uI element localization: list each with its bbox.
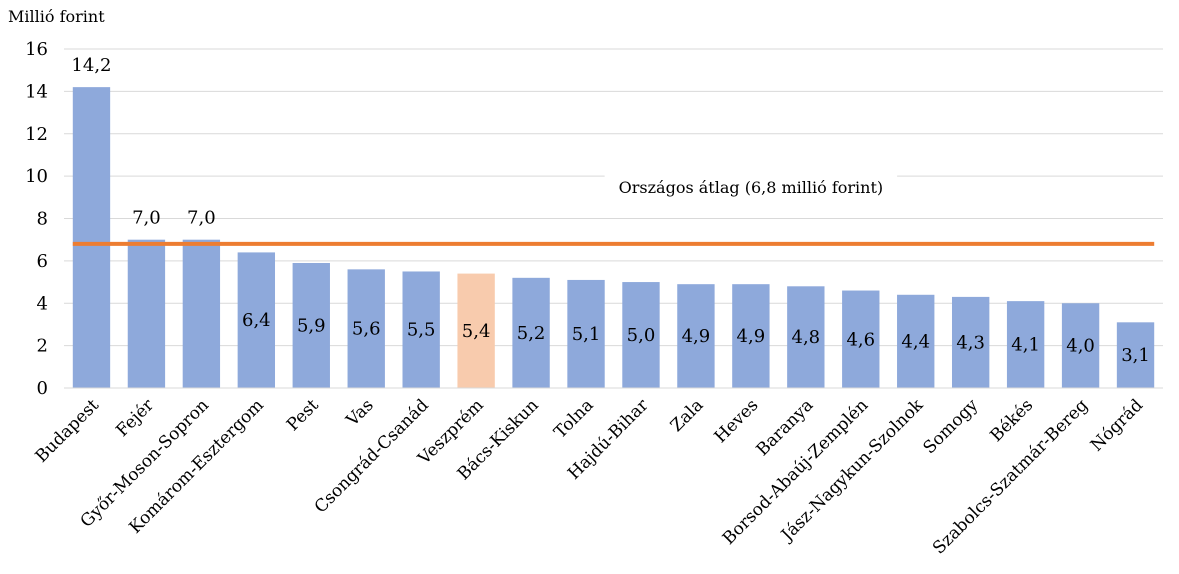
y-tick-label: 8 — [37, 209, 48, 230]
y-tick-label: 12 — [25, 124, 48, 145]
data-label: 3,1 — [1121, 345, 1150, 366]
data-label: 4,9 — [737, 326, 766, 347]
bar — [622, 282, 660, 388]
bar — [1061, 303, 1100, 388]
category-label: Tolna — [550, 395, 597, 442]
data-label: 5,4 — [462, 321, 491, 342]
bar — [127, 239, 166, 388]
category-label: Zala — [667, 395, 708, 436]
data-label: 5,0 — [627, 325, 656, 346]
data-label: 5,9 — [297, 315, 326, 336]
category-label: Somogy — [919, 395, 982, 458]
data-labels: 14,2 7,0 7,0 6,4 5,9 5,6 5,5 5,4 5,2 5,1 5,0 4,9 4,9… — [71, 55, 1149, 366]
category-labels: Budapest FejérGyőr-Moson-SopronKomárom-Es… — [32, 395, 1148, 559]
data-label: 5,5 — [407, 320, 436, 341]
data-label: 5,1 — [572, 324, 601, 345]
bar — [732, 284, 770, 388]
category-label: Nógrád — [1087, 395, 1147, 455]
y-tick-label: 16 — [25, 39, 48, 60]
data-label: 4,4 — [901, 331, 930, 352]
data-label: 6,4 — [242, 310, 271, 331]
bar — [951, 296, 990, 388]
bar — [1006, 301, 1045, 388]
y-tick-label: 14 — [25, 81, 48, 102]
bar — [787, 286, 825, 388]
data-label: 5,2 — [517, 323, 546, 344]
bar — [897, 294, 935, 388]
reference-label-background — [604, 170, 898, 206]
data-label: 4,6 — [846, 329, 875, 350]
reference-line-label: Országos átlag (6,8 millió forint) — [619, 178, 884, 197]
category-label: Békés — [987, 395, 1038, 446]
data-label: 5,6 — [352, 319, 381, 340]
bar — [567, 279, 605, 388]
bar — [677, 284, 715, 388]
y-tick-label: 2 — [37, 336, 48, 357]
bar — [402, 271, 440, 388]
y-tick-label: 0 — [37, 378, 48, 399]
y-tick-label: 4 — [37, 293, 48, 314]
bar — [72, 87, 111, 388]
bar — [182, 239, 221, 388]
y-axis-ticks: 0 2 4 6 8 10 12 14 16 — [25, 39, 48, 399]
data-label: 14,2 — [71, 55, 111, 76]
bar — [347, 269, 385, 388]
bar — [292, 262, 330, 388]
category-label: Fejér — [112, 395, 158, 441]
bar — [457, 273, 495, 388]
category-label: Heves — [711, 395, 763, 447]
bar — [842, 290, 880, 388]
category-label: Budapest — [32, 395, 104, 467]
y-tick-label: 6 — [37, 251, 48, 272]
data-label: 7,0 — [132, 208, 161, 229]
data-label: 4,3 — [956, 332, 985, 353]
bar — [1116, 322, 1155, 388]
bar — [512, 277, 550, 388]
y-axis-unit-label: Millió forint — [8, 7, 105, 26]
data-label: 4,0 — [1066, 336, 1095, 357]
y-tick-label: 10 — [25, 166, 48, 187]
data-label: 7,0 — [187, 208, 216, 229]
category-label: Vas — [342, 395, 378, 431]
data-label: 4,1 — [1011, 335, 1040, 356]
category-label: Pest — [283, 395, 323, 435]
data-label: 4,9 — [682, 326, 711, 347]
bars — [72, 87, 1155, 388]
data-label: 4,8 — [792, 327, 821, 348]
bar — [237, 252, 276, 388]
